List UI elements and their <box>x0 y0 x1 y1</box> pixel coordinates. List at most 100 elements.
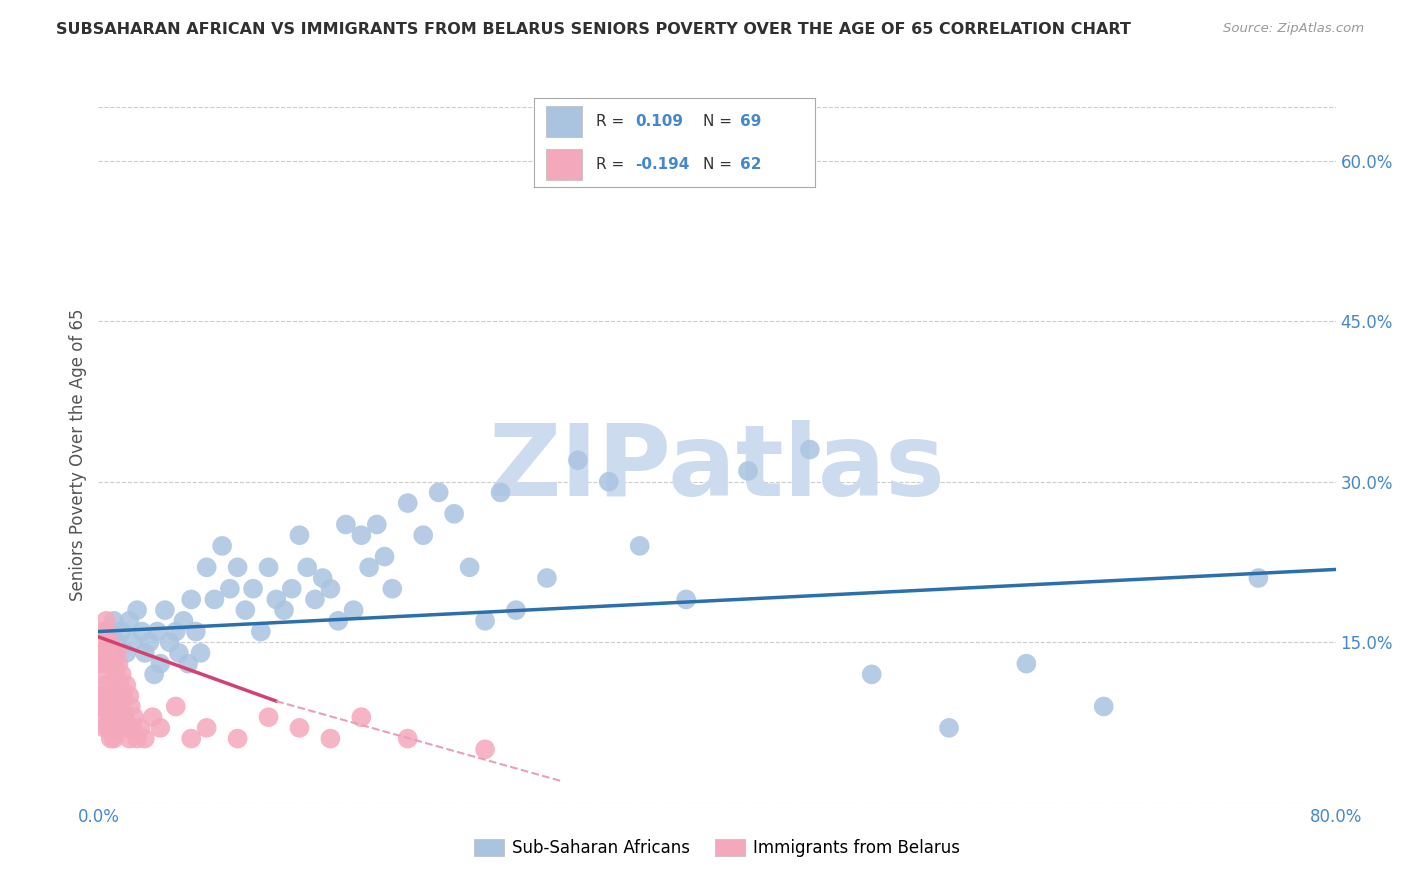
Point <box>112 689 135 703</box>
Point <box>90 646 112 660</box>
Point <box>93 721 115 735</box>
Point <box>211 539 233 553</box>
Point <box>184 624 207 639</box>
Point <box>134 646 156 660</box>
Point <box>443 507 465 521</box>
Point <box>138 635 160 649</box>
Point <box>180 592 202 607</box>
Point <box>120 699 142 714</box>
Point <box>103 699 125 714</box>
Point <box>273 603 295 617</box>
Point <box>115 678 138 692</box>
Point <box>100 657 122 671</box>
Text: 0.109: 0.109 <box>636 114 683 128</box>
Point <box>366 517 388 532</box>
Point <box>104 710 127 724</box>
Legend: Sub-Saharan Africans, Immigrants from Belarus: Sub-Saharan Africans, Immigrants from Be… <box>467 832 967 864</box>
Point <box>312 571 335 585</box>
Point <box>598 475 620 489</box>
Point <box>111 624 134 639</box>
Point <box>288 721 311 735</box>
Point <box>180 731 202 746</box>
Point <box>396 496 419 510</box>
Point <box>167 646 190 660</box>
Point <box>374 549 396 564</box>
Point <box>118 614 141 628</box>
Point <box>319 582 342 596</box>
Point <box>427 485 450 500</box>
Point <box>111 699 134 714</box>
Point <box>89 657 111 671</box>
Point <box>105 646 128 660</box>
Point <box>108 678 131 692</box>
Point <box>96 699 118 714</box>
Point <box>257 710 280 724</box>
Point <box>474 614 496 628</box>
Point <box>350 710 373 724</box>
Point <box>117 721 139 735</box>
Point <box>226 560 249 574</box>
Point <box>96 657 118 671</box>
Point <box>474 742 496 756</box>
Point <box>938 721 960 735</box>
Point <box>288 528 311 542</box>
Point <box>97 646 120 660</box>
Point <box>675 592 697 607</box>
Point <box>489 485 512 500</box>
Point <box>89 689 111 703</box>
Text: N =: N = <box>703 114 737 128</box>
Text: SUBSAHARAN AFRICAN VS IMMIGRANTS FROM BELARUS SENIORS POVERTY OVER THE AGE OF 65: SUBSAHARAN AFRICAN VS IMMIGRANTS FROM BE… <box>56 22 1130 37</box>
Point <box>103 657 125 671</box>
Point <box>357 560 380 574</box>
Point <box>118 731 141 746</box>
Point <box>204 592 226 607</box>
Point <box>335 517 357 532</box>
Point <box>304 592 326 607</box>
Point <box>118 689 141 703</box>
Point <box>165 699 187 714</box>
Point <box>122 710 145 724</box>
Text: ZIPatlas: ZIPatlas <box>489 420 945 517</box>
Point <box>628 539 651 553</box>
Point <box>100 699 122 714</box>
Point <box>1092 699 1115 714</box>
Point <box>799 442 821 457</box>
Point <box>226 731 249 746</box>
Point <box>142 710 165 724</box>
Point <box>250 624 273 639</box>
Text: 62: 62 <box>740 157 761 171</box>
Point <box>242 582 264 596</box>
Point <box>96 614 118 628</box>
Point <box>458 560 481 574</box>
Point <box>96 624 118 639</box>
Point <box>98 710 121 724</box>
Y-axis label: Seniors Poverty Over the Age of 65: Seniors Poverty Over the Age of 65 <box>69 309 87 601</box>
Point <box>396 731 419 746</box>
Text: N =: N = <box>703 157 737 171</box>
Point <box>1015 657 1038 671</box>
Point <box>103 731 125 746</box>
FancyBboxPatch shape <box>546 149 582 180</box>
Point <box>108 721 131 735</box>
Point <box>257 560 280 574</box>
Point <box>195 721 218 735</box>
Point <box>281 582 304 596</box>
Point <box>219 582 242 596</box>
Point <box>97 689 120 703</box>
Point <box>127 731 149 746</box>
Point <box>114 710 136 724</box>
Point <box>91 667 114 681</box>
Point <box>190 646 212 660</box>
Point <box>567 453 589 467</box>
Point <box>505 603 527 617</box>
Point <box>131 624 153 639</box>
Text: R =: R = <box>596 114 630 128</box>
Point <box>381 582 404 596</box>
Point <box>173 614 195 628</box>
Point <box>195 560 218 574</box>
Point <box>149 657 172 671</box>
Point <box>121 635 143 649</box>
Point <box>105 635 128 649</box>
Point <box>93 624 115 639</box>
Point <box>129 721 152 735</box>
